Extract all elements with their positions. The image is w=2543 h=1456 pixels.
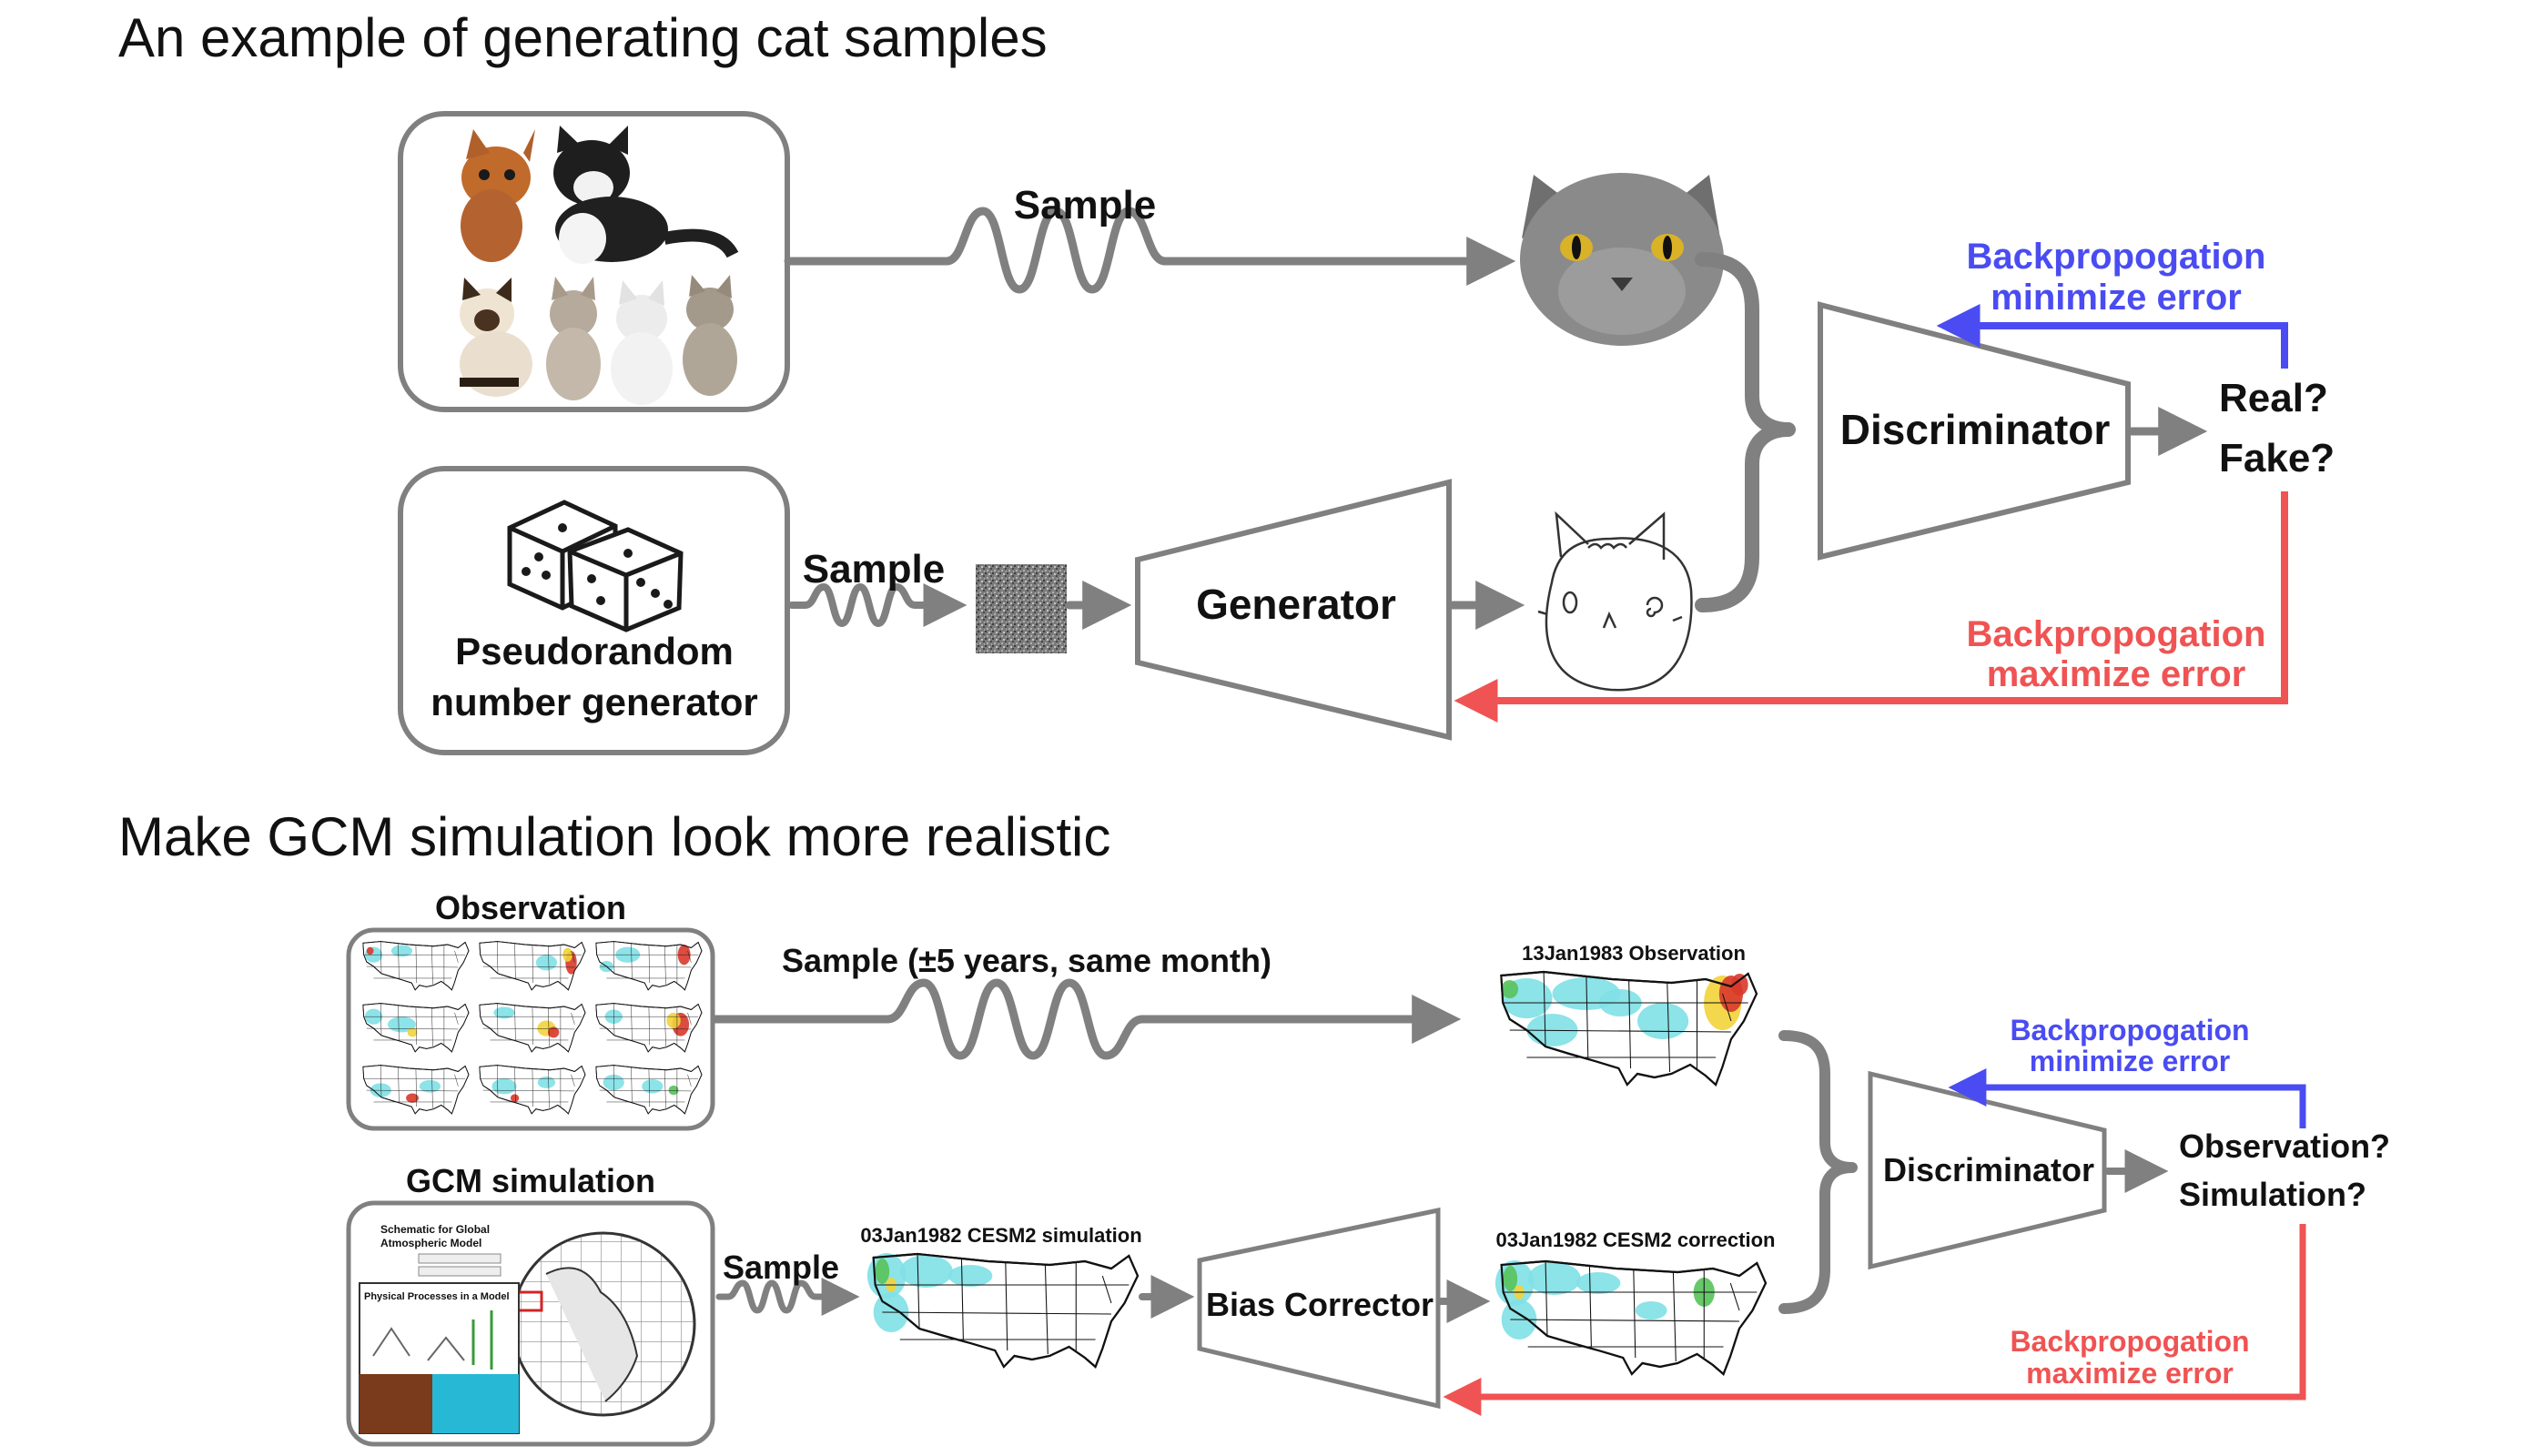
observation-mini-map (595, 1065, 703, 1115)
observation-mini-map (362, 1065, 470, 1115)
observation-maps-grid (362, 941, 703, 1115)
prng-label-line2: number generator (431, 681, 757, 723)
prng-box: Pseudorandom number generator (398, 466, 790, 755)
top-discriminator: Discriminator (1818, 301, 2131, 561)
generator: Generator (1135, 479, 1452, 741)
bottom-discriminator: Discriminator (1868, 1070, 2107, 1270)
noise-patch-icon (976, 564, 1067, 653)
gcm-box: Physical Processes in a Model Schematic … (346, 1200, 715, 1447)
top-backprop-min-line2: minimize error (1991, 278, 2242, 318)
gray-cat-face-icon (1520, 173, 1724, 346)
top-merge-brace (1695, 252, 1796, 612)
bottom-merge-brace (1778, 1030, 1858, 1314)
bottom-backprop-max-arrow (1443, 1224, 2306, 1416)
sim-us-map (866, 1252, 1140, 1369)
top-backprop-max-line1: Backpropogation (1967, 614, 2266, 654)
top-backprop-min-arrow (1936, 304, 2288, 369)
observation-box (346, 927, 715, 1131)
noise-sample-label: Sample (803, 547, 946, 592)
real-sample-label: Sample (1014, 183, 1157, 228)
obs-map-caption: 13Jan1983 Observation (1522, 942, 1746, 965)
obs-us-map (1500, 970, 1758, 1087)
dice-icon (507, 500, 684, 632)
bottom-backprop-max-line2: maximize error (2026, 1357, 2234, 1390)
observation-mini-map (479, 1065, 586, 1115)
obs-sample-label: Sample (±5 years, same month) (782, 942, 1272, 979)
bias-corrector-label: Bias Corrector (1206, 1286, 1434, 1323)
observation-mini-map (362, 1003, 470, 1053)
prng-label-line1: Pseudorandom (455, 630, 734, 672)
top-discriminator-label: Discriminator (1840, 406, 2111, 453)
observation-mini-map (479, 941, 586, 991)
globe-grid-icon (511, 1231, 696, 1417)
cat-line-drawing-icon (1537, 511, 1693, 692)
bottom-backprop-min-arrow (1948, 1068, 2306, 1128)
gcm-inset-title-line1: Schematic for Global (380, 1223, 490, 1236)
top-backprop-max-line2: maximize error (1987, 654, 2246, 694)
bottom-backprop-max-line1: Backpropogation (2010, 1325, 2249, 1358)
gcm-inset-title-line2: Atmospheric Model (380, 1237, 481, 1249)
bias-corrector: Bias Corrector (1197, 1207, 1441, 1410)
cat-photos-collage-icon (460, 126, 739, 405)
bottom-backprop-min-line2: minimize error (2030, 1045, 2231, 1077)
top-decision-line2: Fake? (2219, 436, 2335, 480)
gcm-sample-label: Sample (723, 1249, 839, 1286)
top-title: An example of generating cat samples (118, 7, 1048, 68)
observation-mini-map (362, 941, 470, 991)
observation-mini-map (479, 1003, 586, 1053)
top-backprop-max-arrow (1454, 491, 2288, 723)
bottom-backprop-min-line1: Backpropogation (2010, 1014, 2249, 1046)
noise-sample-arrow (788, 583, 968, 627)
obs-sample-arrow (710, 978, 1462, 1060)
gcm-label: GCM simulation (406, 1162, 655, 1199)
generator-label: Generator (1196, 581, 1396, 628)
bottom-decision-line1: Observation? (2179, 1127, 2390, 1165)
real-sample-arrow (784, 207, 1516, 294)
real-cats-box (398, 111, 790, 412)
gcm-sample-arrow (715, 1278, 860, 1316)
top-decision-line1: Real? (2219, 376, 2328, 420)
observation-mini-map (595, 1003, 703, 1053)
observation-mini-map (595, 941, 703, 991)
gcm-inset: Physical Processes in a Model (359, 1282, 520, 1434)
corr-map-caption: 03Jan1982 CESM2 correction (1496, 1228, 1776, 1251)
sim-map-caption: 03Jan1982 CESM2 simulation (860, 1224, 1141, 1247)
bottom-decision-line2: Simulation? (2179, 1176, 2366, 1213)
top-backprop-min-line1: Backpropogation (1967, 237, 2266, 277)
corr-us-map (1494, 1259, 1768, 1376)
bottom-title: Make GCM simulation look more realistic (118, 806, 1110, 867)
observation-label: Observation (435, 889, 626, 926)
bottom-discriminator-label: Discriminator (1883, 1151, 2094, 1188)
gcm-inset-subtitle: Physical Processes in a Model (364, 1291, 510, 1302)
